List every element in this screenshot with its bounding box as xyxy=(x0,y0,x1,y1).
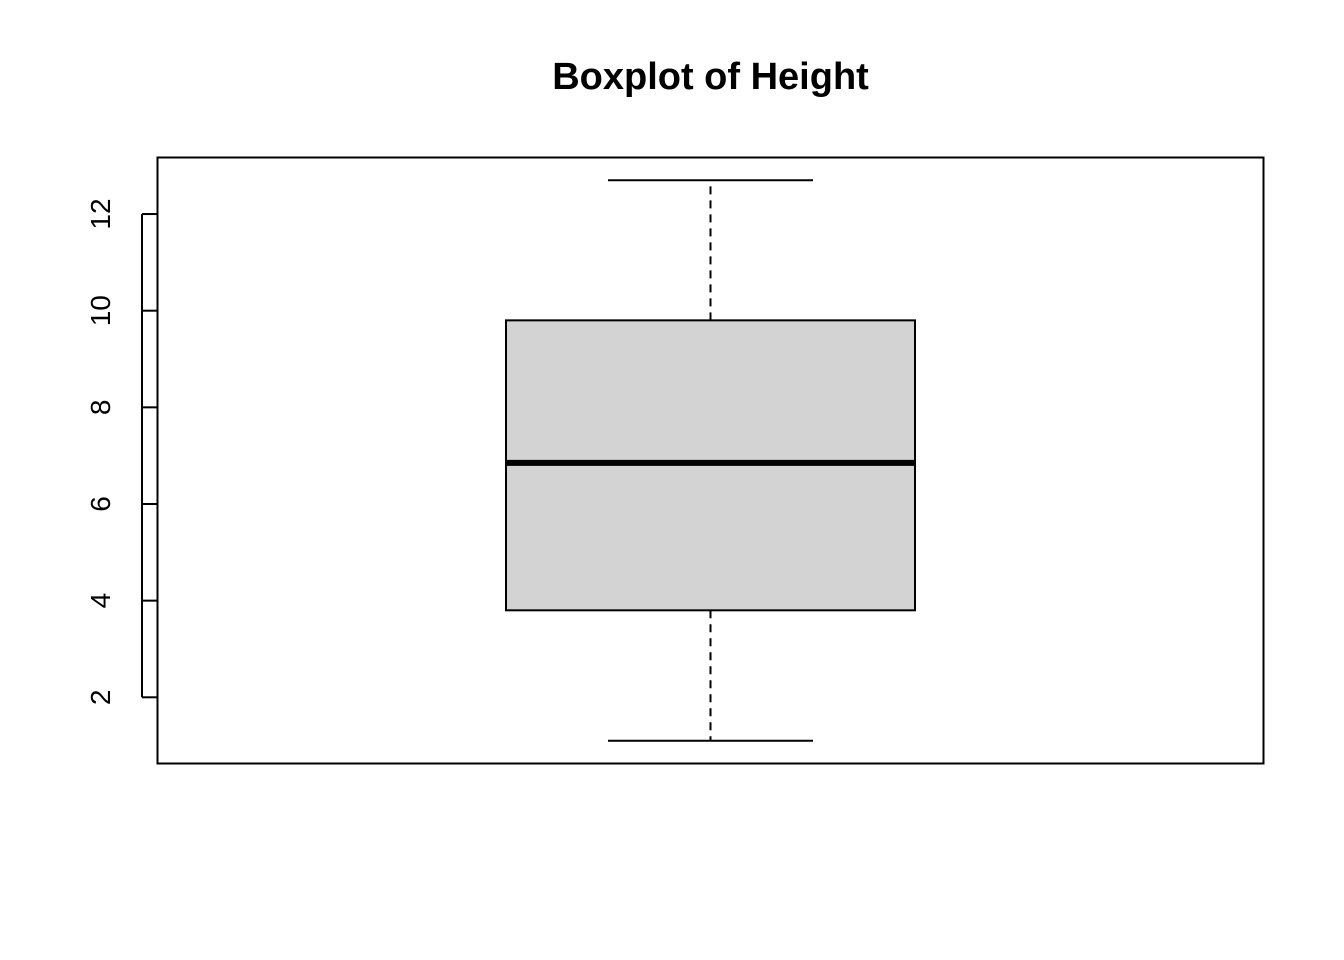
box-series xyxy=(505,179,916,742)
y-tick-label: 12 xyxy=(85,198,116,229)
y-tick-label: 8 xyxy=(85,400,116,416)
y-tick-label: 4 xyxy=(85,593,116,609)
plot-frame xyxy=(156,156,1265,765)
y-tick-label: 2 xyxy=(85,690,116,706)
y-axis: 2 4 6 8 10 12 xyxy=(85,198,157,705)
y-tick-label: 6 xyxy=(85,496,116,512)
chart-title: Boxplot of Height xyxy=(552,56,869,98)
y-tick-label: 10 xyxy=(85,295,116,326)
